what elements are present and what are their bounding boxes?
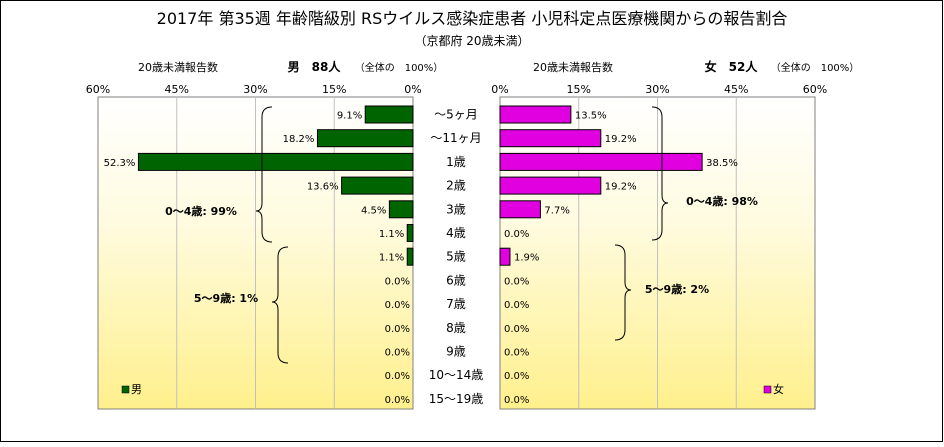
- category-label: 10～14歳: [429, 368, 484, 382]
- category-label: 1歳: [446, 155, 466, 169]
- value-label-female: 0.0%: [504, 395, 529, 406]
- value-label-female: 7.7%: [544, 205, 569, 216]
- bar-female: [499, 152, 703, 171]
- legend-male-label: 男: [131, 383, 142, 396]
- annotation-male-0-4: 0～4歳: 99%: [165, 204, 237, 218]
- bar-male: [388, 200, 414, 219]
- value-label-male: 0.0%: [385, 324, 410, 335]
- female-brace-5-9: [614, 244, 632, 341]
- category-label: 9歳: [446, 345, 466, 359]
- value-label-male: 52.3%: [104, 158, 136, 169]
- value-label-male: 18.2%: [283, 134, 315, 145]
- category-label: 4歳: [446, 226, 466, 240]
- category-label: 6歳: [446, 273, 466, 287]
- bar-female: [499, 129, 602, 148]
- category-label: 15～19歳: [429, 392, 484, 406]
- bar-female: [499, 176, 602, 195]
- category-label: ～11ヶ月: [430, 131, 481, 145]
- value-label-female: 19.2%: [605, 182, 637, 193]
- bar-female: [499, 105, 572, 124]
- value-label-male: 9.1%: [337, 111, 362, 122]
- value-label-male: 1.1%: [379, 253, 404, 264]
- bar-male: [406, 224, 414, 242]
- bar-male: [406, 247, 414, 266]
- value-label-female: 1.9%: [514, 253, 539, 264]
- chart-title: 2017年 第35週 年齢階級別 RSウイルス感染症患者 小児科定点医療機関から…: [157, 9, 788, 28]
- category-label: ～5ヶ月: [434, 108, 478, 122]
- value-label-female: 13.5%: [575, 111, 607, 122]
- category-label: 8歳: [446, 321, 466, 335]
- bar-male: [316, 129, 414, 148]
- x-tick-right: 15%: [567, 83, 591, 96]
- value-label-female: 0.0%: [504, 276, 529, 287]
- category-label: 2歳: [446, 179, 466, 193]
- value-label-female: 0.0%: [504, 300, 529, 311]
- value-label-female: 0.0%: [504, 371, 529, 382]
- annotation-female-5-9: 5～9歳: 2%: [645, 282, 709, 296]
- male-header-title: 男 88人: [288, 59, 342, 74]
- x-tick-right: 0%: [491, 83, 508, 96]
- bar-male: [137, 152, 414, 171]
- x-tick-left: 45%: [165, 83, 189, 96]
- female-header-label: 20歳未満報告数: [533, 61, 613, 74]
- category-label: 7歳: [446, 297, 466, 311]
- male-header-label: 20歳未満報告数: [138, 61, 218, 74]
- x-tick-right: 30%: [645, 83, 669, 96]
- bar-male: [341, 176, 414, 195]
- legend-male-swatch: [121, 385, 130, 394]
- tick-layer: 0% 0% 15% 15% 30% 30% 45% 45% 60% 60%: [86, 83, 827, 96]
- x-tick-right: 60%: [803, 83, 827, 96]
- female-header-title: 女 52人: [705, 59, 759, 74]
- value-label-female: 38.5%: [706, 158, 738, 169]
- annotation-male-5-9: 5～9歳: 1%: [194, 291, 258, 305]
- value-label-male: 0.0%: [385, 300, 410, 311]
- category-labels: ～5ヶ月 ～11ヶ月 1歳 2歳 3歳 4歳 5歳 6歳 7歳 8歳 9歳 10～14歳 15～19歳: [429, 108, 484, 406]
- x-tick-left: 0%: [404, 83, 421, 96]
- bar-female: [499, 247, 511, 266]
- value-label-female: 0.0%: [504, 348, 529, 359]
- value-label-male: 1.1%: [379, 229, 404, 240]
- chart-subtitle: （京都府 20歳未満）: [414, 33, 529, 48]
- female-header-note: （全体の 100%）: [771, 61, 860, 74]
- value-label-male: 0.0%: [385, 348, 410, 359]
- male-header-note: （全体の 100%）: [355, 61, 444, 74]
- value-label-male: 0.0%: [385, 276, 410, 287]
- value-label-male: 13.6%: [307, 182, 339, 193]
- value-labels: 9.1% 18.2% 52.3% 13.6% 4.5% 1.1% 1.1% 0.0% 0.0% 0…: [104, 111, 738, 406]
- x-tick-right: 45%: [724, 83, 748, 96]
- bar-male: [364, 105, 414, 124]
- grid-layer: [176, 97, 737, 409]
- male-brace-5-9: [271, 246, 289, 364]
- x-tick-left: 15%: [322, 83, 346, 96]
- value-label-female: 0.0%: [504, 229, 529, 240]
- male-brace-0-4: [255, 106, 273, 243]
- legend-female-label: 女: [773, 382, 784, 396]
- legend-female-swatch: [763, 385, 772, 394]
- value-label-male: 0.0%: [385, 395, 410, 406]
- value-label-female: 19.2%: [605, 134, 637, 145]
- value-label-male: 4.5%: [361, 205, 386, 216]
- x-tick-left: 30%: [243, 83, 267, 96]
- category-label: 5歳: [446, 250, 466, 264]
- bar-female: [499, 200, 541, 219]
- annotation-female-0-4: 0～4歳: 98%: [686, 194, 758, 208]
- category-label: 3歳: [446, 202, 466, 216]
- bar-layer: [137, 105, 703, 266]
- value-label-male: 0.0%: [385, 371, 410, 382]
- x-tick-left: 60%: [86, 83, 110, 96]
- female-brace-0-4: [651, 106, 669, 241]
- value-label-female: 0.0%: [504, 324, 529, 335]
